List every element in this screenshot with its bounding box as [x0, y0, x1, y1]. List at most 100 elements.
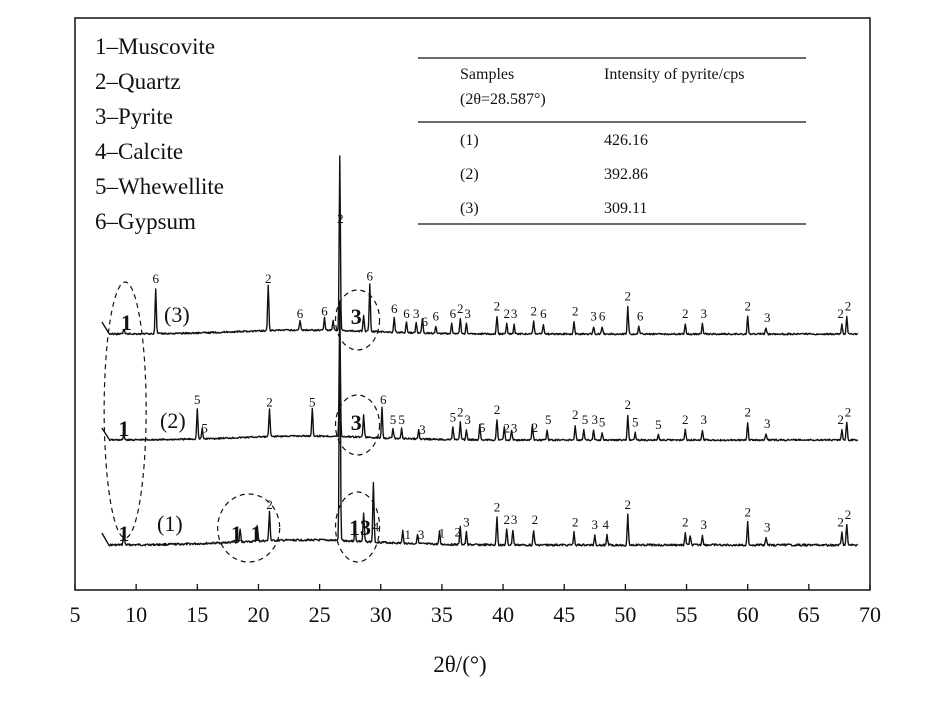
peak-label: 1: [121, 310, 132, 335]
peak-label: 2: [744, 405, 751, 420]
peak-label: 3: [413, 306, 420, 321]
peak-label: 3: [351, 304, 362, 329]
table-subheader: (2θ=28.587°): [460, 91, 546, 108]
peak-label: 2: [625, 397, 632, 412]
x-ticks-group: 5 10 15 20 25 30 35 40 45 50 55 60 65 70: [70, 584, 881, 627]
peak-label: 2: [744, 505, 751, 520]
peak-label: 3: [418, 527, 425, 542]
peak-label: 13: [349, 515, 371, 540]
peak-label: 2: [494, 402, 501, 417]
traces-group: [101, 155, 859, 547]
peak-label: 3: [592, 412, 599, 427]
peak-label: 6: [321, 304, 328, 319]
peak-label: 2: [845, 405, 852, 420]
sample-label-3: (3): [164, 302, 190, 327]
highlight-ellipse: [334, 394, 381, 456]
peak-label: 3: [764, 416, 771, 431]
peak-label: 3: [511, 421, 518, 436]
x-tick-label: 25: [309, 602, 331, 627]
peak-label: 5: [398, 412, 405, 427]
table-row-3-value: 309.11: [604, 200, 647, 217]
peak-label: 2: [337, 211, 344, 226]
peak-label: 4: [603, 517, 610, 532]
peak-label: 2: [457, 405, 464, 420]
peak-label: 2: [682, 412, 689, 427]
x-tick-label: 35: [431, 602, 453, 627]
legend-entry-2: 2–Quartz: [95, 69, 181, 94]
peak-label: 2: [266, 395, 273, 410]
series-line-1: [101, 300, 859, 547]
peak-label: 1: [231, 521, 242, 546]
peak-label: 2: [265, 271, 272, 286]
highlight-ellipse: [334, 491, 381, 563]
peak-label: 6: [297, 306, 304, 321]
x-tick-label: 50: [614, 602, 636, 627]
peak-label: 1: [118, 521, 129, 546]
peak-label: 1: [404, 527, 411, 542]
peak-label: 2: [572, 304, 579, 319]
peak-label: 2: [625, 497, 632, 512]
legend-entry-6: 6–Gypsum: [95, 209, 196, 234]
peak-label: 2: [744, 299, 751, 314]
peak-label: 5: [632, 415, 639, 430]
peak-label: 2: [625, 289, 632, 304]
peak-label: 2: [455, 525, 462, 540]
peak-label: 2: [845, 507, 852, 522]
peak-label: 3: [764, 520, 771, 535]
peak-label: 6: [152, 271, 159, 286]
peak-label: 5: [309, 395, 316, 410]
peak-label: 2: [532, 420, 539, 435]
peak-label: 1: [439, 525, 446, 540]
peak-label: 3: [700, 306, 707, 321]
table-header-intensity: Intensity of pyrite/cps: [604, 66, 744, 83]
peak-label: 5: [479, 420, 486, 435]
peak-label: 5: [582, 412, 589, 427]
table-row-1-value: 426.16: [604, 132, 648, 149]
peak-label: 3: [351, 410, 362, 435]
peak-label: 2: [572, 515, 579, 530]
x-tick-label: 70: [859, 602, 881, 627]
peak-label: 2: [845, 299, 852, 314]
peak-label: 2: [572, 407, 579, 422]
peak-label: 5: [194, 392, 201, 407]
legend-entry-4: 4–Calcite: [95, 139, 183, 164]
peak-label: 6: [433, 309, 440, 324]
plot-frame: [74, 17, 871, 591]
peak-label: 2: [503, 306, 510, 321]
peak-label: 3: [463, 515, 470, 530]
x-tick-label: 15: [186, 602, 208, 627]
peak-label: 2: [682, 515, 689, 530]
peak-label: 6: [380, 392, 387, 407]
peak-label: 5: [655, 417, 662, 432]
peak-label: 2: [457, 301, 464, 316]
table-row-1-sample: (1): [460, 132, 479, 149]
highlight-ellipse: [217, 493, 281, 563]
peak-label: 6: [403, 306, 410, 321]
peak-label: 2: [532, 512, 539, 527]
peak-label: 1: [251, 521, 262, 546]
x-tick-label: 10: [125, 602, 147, 627]
peak-label: 3: [700, 517, 707, 532]
peak-label: 2: [494, 500, 501, 515]
table-row-3-sample: (3): [460, 200, 479, 217]
legend-entry-3: 3–Pyrite: [95, 104, 173, 129]
table-row-2-value: 392.86: [604, 166, 648, 183]
legend-entry-1: 1–Muscovite: [95, 34, 215, 59]
x-tick-label: 60: [737, 602, 759, 627]
x-tick-label: 20: [247, 602, 269, 627]
legend-entry-5: 5–Whewellite: [95, 174, 224, 199]
peak-label: 5: [390, 412, 397, 427]
peak-label: 3: [419, 422, 426, 437]
peak-label: 3: [764, 310, 771, 325]
peak-label: 5: [599, 415, 606, 430]
x-tick-label: 65: [798, 602, 820, 627]
intensity-table: Samples Intensity of pyrite/cps (2θ=28.5…: [418, 57, 806, 225]
x-axis-label: 2θ/(°): [433, 652, 486, 677]
peak-label: 3: [700, 412, 707, 427]
peak-label: 6: [540, 306, 547, 321]
sample-label-1: (1): [157, 511, 183, 536]
peak-label: 3: [590, 309, 597, 324]
peak-label: 4: [373, 519, 380, 534]
table-header-samples: Samples: [460, 66, 514, 83]
peak-label: 6: [637, 309, 644, 324]
